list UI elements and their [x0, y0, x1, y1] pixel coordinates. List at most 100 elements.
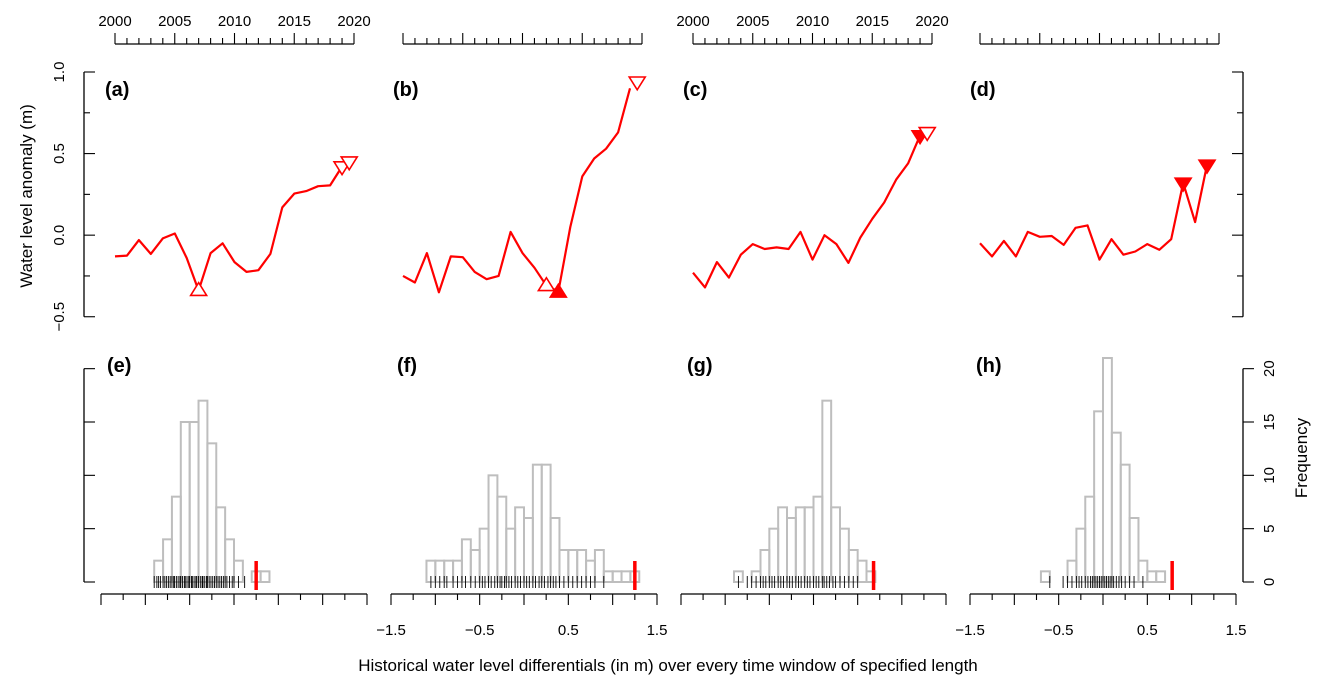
panel-label: (a) [105, 79, 129, 101]
hist-tick-label: 0.5 [558, 622, 579, 639]
histogram-bar [549, 517, 561, 583]
hist-tick-label: 1.5 [1226, 622, 1247, 639]
time-tick-label: 2005 [736, 13, 769, 30]
histogram-bar [1110, 431, 1122, 583]
histogram-bar [1075, 527, 1087, 584]
line-layer [114, 76, 1217, 590]
maximum-marker [917, 126, 937, 142]
histogram-bar [1039, 570, 1051, 583]
maximum-marker [339, 156, 359, 172]
water-level-series [979, 164, 1209, 261]
time-tick-label: 2015 [856, 13, 889, 30]
histogram-bar [460, 538, 472, 583]
freq-tick-label: 10 [1261, 467, 1278, 484]
histogram-bar [830, 506, 842, 584]
water-level-series [692, 135, 922, 289]
histogram-bar [856, 559, 868, 584]
histogram-bar [1084, 495, 1096, 583]
time-tick-label: 2010 [796, 13, 829, 30]
histogram-bar [540, 463, 552, 583]
time-tick-label: 2015 [278, 13, 311, 30]
x-axis-label: Historical water level differentials (in… [358, 656, 978, 675]
freq-tick-label: 20 [1261, 360, 1278, 377]
histogram-bar [803, 506, 815, 584]
y-axis-label: Water level anomaly (m) [17, 104, 36, 288]
histogram-bar [170, 495, 182, 583]
maximum-marker [627, 76, 647, 92]
histogram-bar [812, 495, 824, 583]
histogram-bar [593, 549, 605, 583]
hist-tick-label: −1.5 [376, 622, 406, 639]
histogram-bar [1102, 357, 1113, 583]
histogram-bar [496, 495, 508, 583]
hist-tick-label: 1.5 [647, 622, 668, 639]
histogram-bar [611, 570, 623, 583]
time-tick-label: 2005 [158, 13, 191, 30]
time-tick-label: 2010 [218, 13, 251, 30]
histogram-bar [206, 442, 218, 584]
histogram-bar [259, 570, 271, 583]
histogram-bar [1119, 463, 1131, 583]
histogram-bar [215, 506, 227, 584]
freq-tick-label: 15 [1261, 414, 1278, 431]
histogram-bar [188, 421, 200, 583]
water-level-series [114, 166, 343, 292]
histogram-bar [768, 527, 780, 584]
histogram-bar [162, 538, 173, 583]
histogram-bar [1146, 570, 1158, 583]
panel-label: (d) [970, 79, 996, 101]
frequency-axis-label: Frequency [1292, 417, 1311, 498]
histogram-bar [865, 570, 877, 583]
y-tick-label: 0.5 [51, 143, 68, 164]
histogram-bar [786, 517, 797, 583]
panel-label: (e) [107, 355, 131, 377]
histogram-bar [478, 527, 490, 584]
minimum-marker [548, 282, 568, 298]
histogram-bar [1093, 410, 1104, 584]
panel-label: (f) [397, 355, 417, 377]
histogram-bar [602, 570, 614, 583]
text-layer: 2000 2005 2010 2015 2020(a) (b)2000 2005 2010 20… [51, 13, 1278, 639]
histogram-bar [224, 538, 235, 583]
maximum-marker [1197, 159, 1217, 175]
panel-label: (c) [683, 79, 707, 101]
histogram-bar [821, 399, 833, 583]
histogram-bar [179, 421, 191, 583]
histogram-bar [777, 506, 789, 584]
axes-layer [83, 33, 1254, 605]
y-tick-label: 1.0 [51, 62, 68, 83]
histogram-bar [443, 559, 455, 584]
histogram-bar [531, 463, 543, 583]
minimum-marker [189, 281, 209, 297]
panel-label: (b) [393, 79, 419, 101]
histogram-bar [523, 517, 534, 583]
histogram-bar [197, 399, 209, 583]
freq-tick-label: 5 [1261, 524, 1278, 532]
hist-tick-label: −1.5 [955, 622, 985, 639]
histogram-layer [153, 357, 1167, 588]
panel-label: (g) [687, 355, 713, 377]
histogram-bar [1155, 570, 1167, 583]
time-tick-label: 2000 [98, 13, 131, 30]
hist-tick-label: −0.5 [465, 622, 495, 639]
time-tick-label: 2000 [676, 13, 709, 30]
hist-tick-label: −0.5 [1044, 622, 1074, 639]
maximum-marker [1173, 177, 1193, 193]
minimum-marker [536, 276, 556, 292]
histogram-bar [1128, 517, 1140, 583]
panel-label: (h) [976, 355, 1002, 377]
time-tick-label: 2020 [337, 13, 370, 30]
hist-tick-label: 0.5 [1137, 622, 1158, 639]
histogram-bar [839, 527, 850, 584]
histogram-bar [514, 506, 526, 584]
histogram-bar [759, 549, 771, 583]
histogram-bar [620, 570, 632, 583]
histogram-bar [794, 506, 806, 584]
histogram-bar [487, 474, 499, 584]
histogram-bar [505, 527, 517, 584]
y-tick-label: 0.0 [51, 225, 68, 246]
freq-tick-label: 0 [1261, 578, 1278, 586]
y-tick-label: −0.5 [51, 302, 68, 332]
time-tick-label: 2020 [915, 13, 948, 30]
